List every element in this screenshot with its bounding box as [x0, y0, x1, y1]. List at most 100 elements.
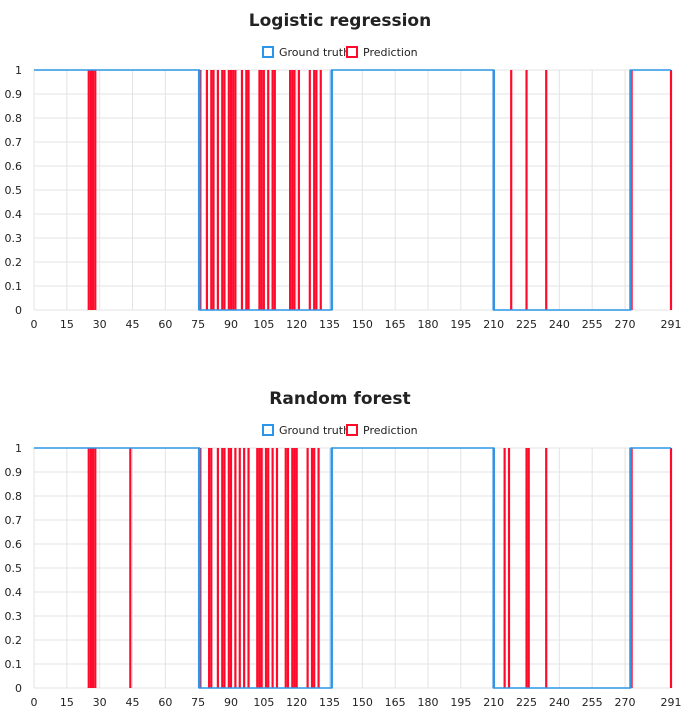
legend-swatch-0[interactable] — [262, 46, 274, 58]
prediction-bar[interactable] — [210, 70, 213, 310]
prediction-bar[interactable] — [669, 448, 673, 688]
prediction-bar[interactable] — [94, 70, 97, 310]
prediction-bar[interactable] — [271, 70, 274, 310]
legend-swatch-1[interactable] — [346, 46, 358, 58]
prediction-bar[interactable] — [87, 70, 90, 310]
x-tick-label: 15 — [60, 318, 74, 331]
prediction-bar[interactable] — [247, 448, 250, 688]
prediction-bar[interactable] — [260, 448, 263, 688]
prediction-bar[interactable] — [291, 70, 294, 310]
x-tick-label: 60 — [158, 696, 172, 709]
prediction-bar[interactable] — [503, 448, 506, 688]
prediction-bar[interactable] — [313, 70, 316, 310]
y-tick-label: 0.2 — [5, 634, 23, 647]
prediction-bar[interactable] — [545, 448, 548, 688]
prediction-bar[interactable] — [293, 70, 296, 310]
prediction-bar[interactable] — [216, 448, 219, 688]
x-tick-label: 15 — [60, 696, 74, 709]
prediction-bar[interactable] — [92, 70, 95, 310]
prediction-bar[interactable] — [291, 448, 294, 688]
prediction-bar[interactable] — [256, 448, 259, 688]
prediction-bar[interactable] — [221, 70, 224, 310]
prediction-bar[interactable] — [289, 70, 292, 310]
prediction-bar[interactable] — [264, 448, 268, 688]
prediction-bar[interactable] — [232, 70, 235, 310]
prediction-bar[interactable] — [297, 70, 300, 310]
prediction-bar[interactable] — [507, 448, 511, 688]
prediction-bar[interactable] — [210, 448, 213, 688]
prediction-bar[interactable] — [262, 70, 265, 310]
legend-swatch-1[interactable] — [346, 424, 358, 436]
x-tick-label: 180 — [418, 696, 439, 709]
prediction-bar[interactable] — [87, 448, 90, 688]
y-tick-label: 0.4 — [5, 208, 23, 221]
x-tick-label: 120 — [286, 696, 307, 709]
prediction-bar[interactable] — [317, 448, 320, 688]
prediction-bar[interactable] — [227, 448, 230, 688]
prediction-bar[interactable] — [234, 70, 237, 310]
prediction-bar[interactable] — [267, 448, 270, 688]
prediction-bar[interactable] — [240, 70, 244, 310]
prediction-bar[interactable] — [275, 448, 279, 688]
prediction-bar[interactable] — [284, 448, 287, 688]
x-tick-label: 225 — [516, 696, 537, 709]
prediction-bar[interactable] — [212, 70, 215, 310]
prediction-bar[interactable] — [267, 70, 270, 310]
prediction-bar[interactable] — [129, 448, 132, 688]
legend-label-0: Ground truth — [279, 46, 350, 59]
prediction-bar[interactable] — [94, 448, 97, 688]
prediction-bar[interactable] — [308, 70, 311, 310]
x-tick-label: 0 — [31, 696, 38, 709]
prediction-bar[interactable] — [221, 448, 224, 688]
chart-title: Logistic regression — [249, 11, 431, 31]
prediction-bar[interactable] — [258, 448, 261, 688]
x-tick-label: 120 — [286, 318, 307, 331]
prediction-bar[interactable] — [92, 448, 95, 688]
prediction-series — [87, 448, 673, 688]
prediction-bar[interactable] — [271, 448, 274, 688]
y-tick-label: 0.6 — [5, 538, 23, 551]
prediction-bar[interactable] — [89, 448, 93, 688]
prediction-bar[interactable] — [313, 448, 316, 688]
prediction-bar[interactable] — [243, 448, 246, 688]
prediction-bar[interactable] — [216, 70, 219, 310]
prediction-bar[interactable] — [319, 70, 322, 310]
prediction-bar[interactable] — [229, 448, 233, 688]
prediction-bar[interactable] — [205, 70, 209, 310]
legend-label-1: Prediction — [363, 46, 418, 59]
prediction-bar[interactable] — [273, 70, 276, 310]
x-tick-label: 165 — [385, 696, 406, 709]
prediction-bar[interactable] — [247, 70, 250, 310]
prediction-bar[interactable] — [227, 70, 230, 310]
legend-swatch-0[interactable] — [262, 424, 274, 436]
y-tick-label: 0.2 — [5, 256, 23, 269]
chart-title: Random forest — [269, 389, 410, 409]
prediction-bar[interactable] — [223, 448, 226, 688]
prediction-bar[interactable] — [238, 448, 241, 688]
prediction-bar[interactable] — [245, 70, 248, 310]
prediction-bar[interactable] — [223, 70, 226, 310]
prediction-bar[interactable] — [234, 448, 237, 688]
y-tick-label: 0.5 — [5, 184, 23, 197]
prediction-bar[interactable] — [286, 448, 290, 688]
prediction-bar[interactable] — [315, 70, 318, 310]
prediction-bar[interactable] — [229, 70, 233, 310]
prediction-bar[interactable] — [306, 448, 309, 688]
legend-label-0: Ground truth — [279, 424, 350, 437]
prediction-bar[interactable] — [669, 70, 673, 310]
prediction-bar[interactable] — [293, 448, 296, 688]
prediction-bar[interactable] — [510, 70, 513, 310]
prediction-bar[interactable] — [260, 70, 263, 310]
prediction-bar[interactable] — [545, 70, 548, 310]
x-tick-label: 75 — [191, 318, 205, 331]
prediction-bar[interactable] — [525, 70, 528, 310]
prediction-bar[interactable] — [208, 448, 211, 688]
prediction-bar[interactable] — [527, 448, 530, 688]
prediction-bar[interactable] — [310, 448, 314, 688]
y-tick-label: 0.8 — [5, 112, 23, 125]
prediction-bar[interactable] — [89, 70, 93, 310]
prediction-bar[interactable] — [295, 448, 298, 688]
prediction-bar[interactable] — [525, 448, 528, 688]
prediction-bar[interactable] — [258, 70, 261, 310]
